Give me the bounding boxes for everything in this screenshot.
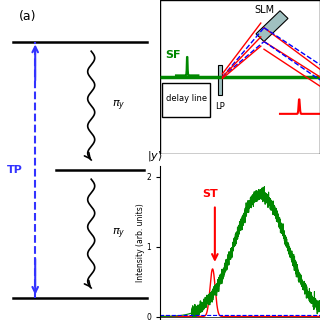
Text: SF: SF	[165, 50, 180, 60]
Text: SLM: SLM	[254, 4, 274, 15]
Text: delay line: delay line	[166, 94, 208, 103]
Y-axis label: Intensity (arb. units): Intensity (arb. units)	[136, 204, 145, 283]
Polygon shape	[256, 11, 288, 42]
FancyBboxPatch shape	[160, 0, 320, 154]
Text: TP: TP	[6, 164, 22, 175]
Text: LP: LP	[215, 101, 225, 110]
Text: $\pi_y$: $\pi_y$	[112, 227, 125, 241]
Text: $\pi_y$: $\pi_y$	[112, 99, 125, 113]
FancyBboxPatch shape	[162, 83, 210, 117]
Text: $|y\rangle$: $|y\rangle$	[147, 149, 163, 163]
Text: (a): (a)	[19, 10, 37, 23]
Text: ST: ST	[203, 189, 218, 199]
Polygon shape	[218, 65, 222, 95]
